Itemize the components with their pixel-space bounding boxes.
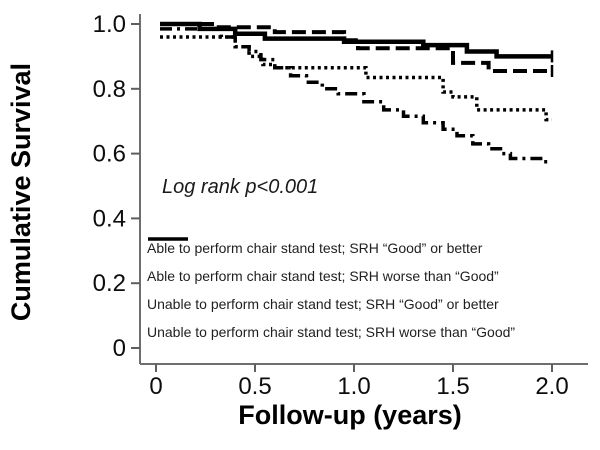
legend-item-unable-srh-good: Unable to perform chair stand test; SRH … [147, 237, 515, 318]
legend-item-able-srh-worse: Able to perform chair stand test; SRH wo… [147, 237, 515, 290]
x-tick-label: 0 [149, 373, 162, 400]
x-tick-label: 2.0 [535, 373, 568, 400]
x-tick-label: 0.5 [238, 373, 271, 400]
legend-label: Able to perform chair stand test; SRH “G… [147, 240, 483, 256]
log-rank-annotation: Log rank p<0.001 [162, 176, 319, 198]
legend-dashdot-line-icon [148, 237, 188, 241]
legend-item-able-srh-good: Able to perform chair stand test; SRH “G… [147, 234, 515, 262]
legend-item-unable-srh-worse: Unable to perform chair stand test; SRH … [147, 237, 516, 346]
curve-unable-srh-worse [160, 27, 552, 164]
curve-unable-srh-good [160, 35, 552, 122]
legend-label: Able to perform chair stand test; SRH wo… [147, 268, 499, 284]
y-tick-label: 0.2 [93, 270, 126, 297]
x-axis-title: Follow-up (years) [238, 400, 462, 430]
x-tick-label: 1.5 [436, 373, 469, 400]
curve-able-srh-good [160, 21, 552, 59]
y-tick-label: 0.8 [93, 76, 126, 103]
y-tick-label: 0.6 [93, 141, 126, 168]
x-tick-label: 1.0 [337, 373, 370, 400]
y-tick-label: 1.0 [93, 11, 126, 38]
legend-label: Unable to perform chair stand test; SRH … [147, 324, 516, 340]
y-tick-label: 0.4 [93, 205, 126, 232]
legend: Able to perform chair stand test; SRH “G… [147, 234, 515, 346]
y-tick-label: 0 [113, 335, 126, 362]
legend-label: Unable to perform chair stand test; SRH … [147, 296, 499, 312]
y-axis-title: Cumulative Survival [6, 62, 36, 322]
